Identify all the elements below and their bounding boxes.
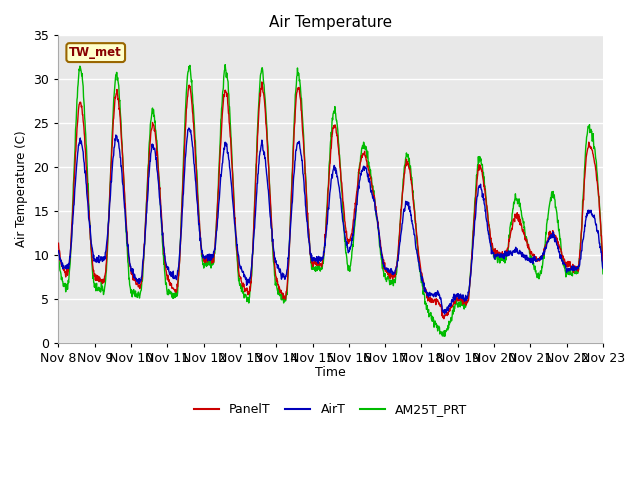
- Title: Air Temperature: Air Temperature: [269, 15, 392, 30]
- X-axis label: Time: Time: [316, 366, 346, 379]
- Legend: PanelT, AirT, AM25T_PRT: PanelT, AirT, AM25T_PRT: [189, 398, 472, 421]
- Text: TW_met: TW_met: [69, 46, 122, 59]
- Y-axis label: Air Temperature (C): Air Temperature (C): [15, 131, 28, 248]
